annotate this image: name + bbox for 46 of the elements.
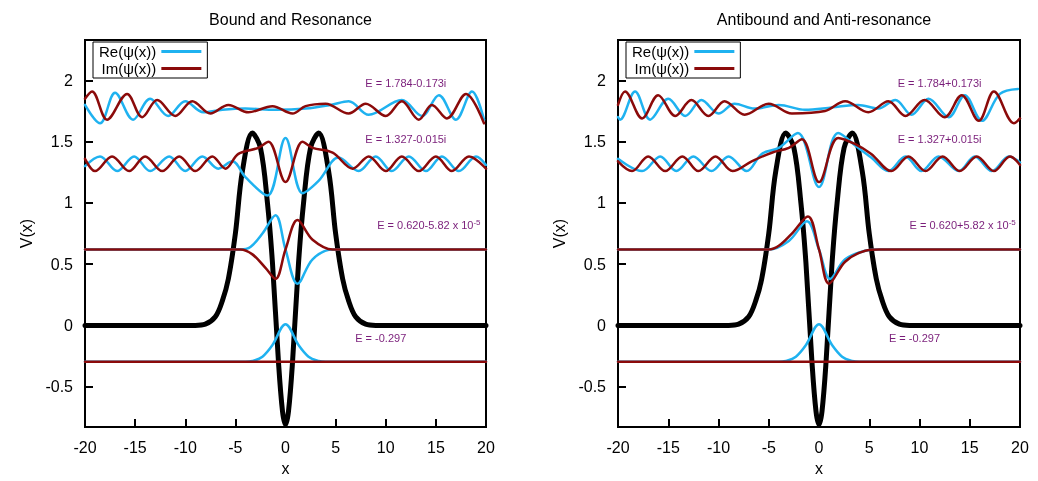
- x-tick-label: -10: [173, 438, 197, 456]
- annotation: E = 1.327-0.015i: [365, 132, 447, 145]
- legend-label: Re(ψ(x)): [98, 43, 157, 60]
- x-tick-label: -15: [123, 438, 147, 456]
- legend-label: Im(ψ(x)): [634, 60, 690, 77]
- annotation: E = -0.297: [355, 332, 407, 345]
- chart-title: Antibound and Anti-resonance: [716, 10, 932, 28]
- y-tick-label: 0.5: [50, 255, 74, 273]
- y-tick-label: 1: [597, 194, 607, 212]
- legend-label: Im(ψ(x)): [101, 60, 157, 77]
- x-tick-label: 20: [477, 438, 495, 456]
- annotation: E = 1.784+0.173i: [897, 77, 982, 90]
- chart-title: Bound and Resonance: [209, 10, 372, 28]
- y-tick-label: 1.5: [50, 133, 74, 151]
- y-axis-title: V(x): [551, 218, 569, 249]
- x-tick-label: 20: [1011, 438, 1029, 456]
- x-tick-label: 5: [331, 438, 341, 456]
- x-tick-label: 0: [814, 438, 824, 456]
- annotation: E = -0.297: [888, 332, 941, 345]
- y-tick-label: -0.5: [45, 378, 74, 396]
- x-tick-label: 15: [426, 438, 445, 456]
- y-tick-label: 1.5: [583, 133, 607, 151]
- x-axis-title: x: [281, 459, 290, 477]
- x-tick-label: 10: [910, 438, 929, 456]
- x-axis-title: x: [815, 459, 823, 477]
- y-tick-label: -0.5: [578, 378, 607, 396]
- y-tick-label: 2: [597, 71, 607, 89]
- x-tick-label: -10: [706, 438, 731, 456]
- x-tick-label: -15: [656, 438, 680, 456]
- x-tick-label: -20: [606, 438, 630, 456]
- annotation: E = 1.784-0.173i: [365, 77, 447, 90]
- x-tick-label: -20: [73, 438, 97, 456]
- y-tick-label: 2: [64, 71, 74, 89]
- x-tick-label: 5: [864, 438, 874, 456]
- x-tick-label: 15: [960, 438, 979, 456]
- y-tick-label: 0: [64, 316, 74, 334]
- y-tick-label: 0.5: [583, 255, 607, 273]
- y-tick-label: 0: [597, 316, 607, 334]
- x-tick-label: 10: [376, 438, 395, 456]
- y-tick-label: 1: [64, 194, 74, 212]
- legend-label: Re(ψ(x)): [631, 43, 690, 60]
- y-axis-title: V(x): [18, 218, 36, 249]
- annotation: E = 1.327+0.015i: [897, 132, 982, 145]
- x-tick-label: -5: [228, 438, 243, 456]
- x-tick-label: 0: [281, 438, 291, 456]
- x-tick-label: -5: [761, 438, 776, 456]
